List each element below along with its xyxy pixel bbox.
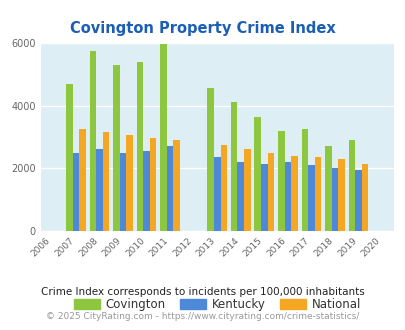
Bar [301,129,307,231]
Bar [66,84,72,231]
Bar [90,51,96,231]
Bar [314,157,320,231]
Bar [213,157,220,231]
Bar [136,62,143,231]
Bar [126,135,132,231]
Bar [143,151,149,231]
Bar [260,164,267,231]
Bar [207,88,213,231]
Bar [173,140,179,231]
Bar [79,129,85,231]
Bar [354,170,361,231]
Bar [119,152,126,231]
Bar [220,145,226,231]
Bar [361,164,367,231]
Bar [237,162,243,231]
Text: Crime Index corresponds to incidents per 100,000 inhabitants: Crime Index corresponds to incidents per… [41,287,364,297]
Legend: Covington, Kentucky, National: Covington, Kentucky, National [69,293,364,316]
Bar [72,152,79,231]
Bar [254,116,260,231]
Bar [307,165,314,231]
Bar [348,140,354,231]
Text: Covington Property Crime Index: Covington Property Crime Index [70,20,335,36]
Bar [243,149,250,231]
Bar [166,147,173,231]
Bar [277,131,284,231]
Bar [113,65,119,231]
Bar [160,45,166,231]
Bar [284,162,290,231]
Bar [331,168,337,231]
Text: © 2025 CityRating.com - https://www.cityrating.com/crime-statistics/: © 2025 CityRating.com - https://www.city… [46,312,359,321]
Bar [324,147,331,231]
Bar [230,102,237,231]
Bar [102,132,109,231]
Bar [96,149,102,231]
Bar [267,153,273,231]
Bar [149,138,156,231]
Bar [290,156,297,231]
Bar [337,159,344,231]
